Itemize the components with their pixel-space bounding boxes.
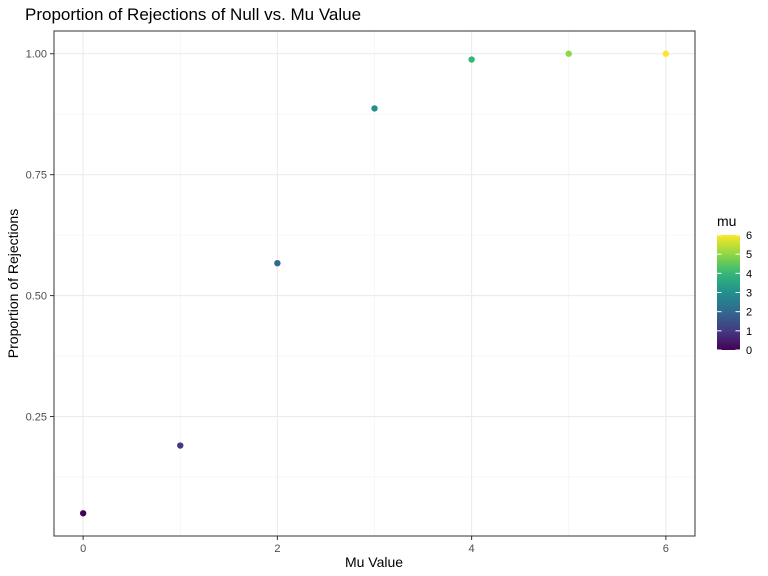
x-tick-label: 4: [469, 543, 475, 555]
legend-tick-label: 2: [746, 307, 752, 319]
axes: 0 2 4 6 0.25 0.50 0.75 1.00: [26, 30, 696, 555]
data-point: [79, 510, 87, 517]
legend-title: mu: [717, 213, 736, 229]
data-point: [177, 442, 184, 449]
x-tick-label: 6: [663, 543, 669, 555]
chart-title: Proportion of Rejections of Null vs. Mu …: [25, 5, 361, 24]
legend-tick-label: 6: [746, 230, 752, 242]
legend: mu 0 1 2 3 4 5 6: [717, 213, 752, 357]
y-axis-title: Proportion of Rejections: [5, 209, 21, 358]
data-point: [662, 50, 670, 57]
panel-border: [53, 30, 696, 537]
legend-tick-label: 1: [746, 326, 752, 338]
data-point: [565, 50, 572, 57]
y-tick-label: 0.25: [26, 412, 47, 424]
x-tick-label: 0: [80, 543, 86, 555]
data-point: [371, 105, 378, 112]
x-axis-title: Mu Value: [345, 554, 403, 570]
x-tick-label: 2: [274, 543, 280, 555]
y-tick-label: 0.50: [26, 291, 47, 303]
data-point: [274, 259, 281, 267]
legend-tick-label: 3: [746, 288, 752, 300]
y-tick-label: 1.00: [26, 49, 47, 61]
plot-area: [54, 31, 695, 536]
y-tick-label: 0.75: [26, 170, 47, 182]
legend-tick-label: 4: [746, 268, 752, 280]
legend-tick-label: 5: [746, 249, 752, 261]
legend-colorbar: [717, 235, 740, 350]
legend-tick-label: 0: [746, 345, 752, 357]
data-point: [468, 56, 475, 63]
